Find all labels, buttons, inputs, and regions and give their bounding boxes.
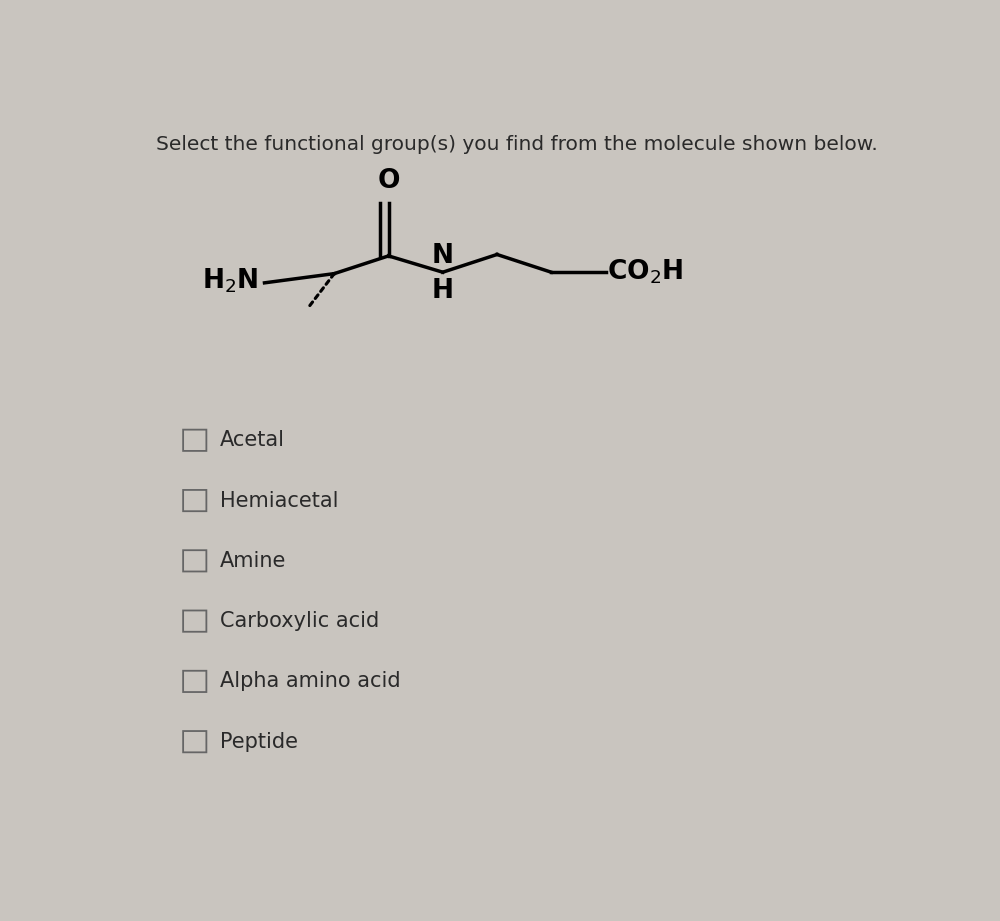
Text: Select the functional group(s) you find from the molecule shown below.: Select the functional group(s) you find … bbox=[156, 135, 878, 155]
FancyBboxPatch shape bbox=[183, 550, 206, 571]
FancyBboxPatch shape bbox=[183, 670, 206, 692]
Text: CO$_2$H: CO$_2$H bbox=[607, 257, 683, 286]
FancyBboxPatch shape bbox=[183, 611, 206, 632]
FancyBboxPatch shape bbox=[183, 731, 206, 752]
Text: Amine: Amine bbox=[220, 551, 287, 571]
FancyBboxPatch shape bbox=[183, 490, 206, 511]
FancyBboxPatch shape bbox=[183, 429, 206, 451]
Text: Alpha amino acid: Alpha amino acid bbox=[220, 671, 401, 692]
Text: H$_2$N: H$_2$N bbox=[202, 266, 258, 295]
Text: Acetal: Acetal bbox=[220, 430, 285, 450]
Text: H: H bbox=[432, 278, 454, 304]
Text: N: N bbox=[432, 242, 454, 269]
Text: O: O bbox=[377, 169, 400, 194]
Text: Carboxylic acid: Carboxylic acid bbox=[220, 612, 380, 631]
Text: Hemiacetal: Hemiacetal bbox=[220, 491, 339, 510]
Text: Peptide: Peptide bbox=[220, 731, 298, 752]
